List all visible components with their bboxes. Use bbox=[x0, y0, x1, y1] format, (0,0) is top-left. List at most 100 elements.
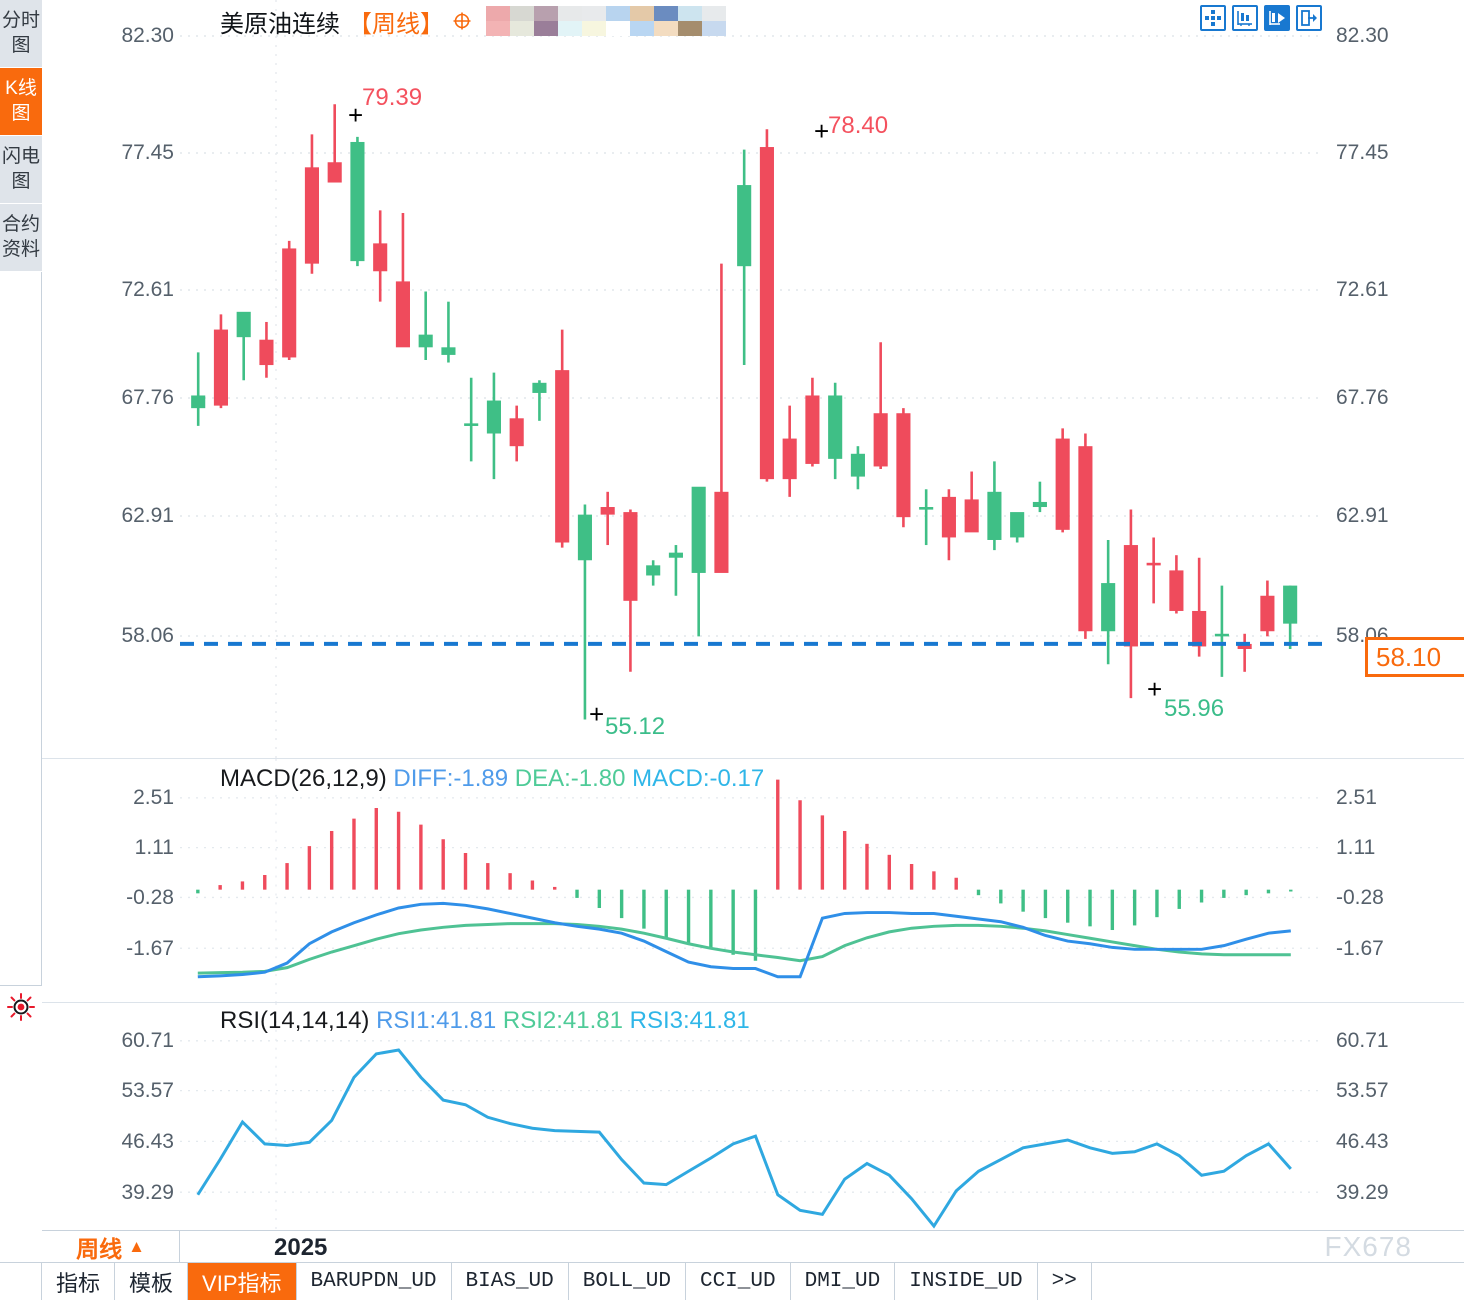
exit-icon[interactable] bbox=[1296, 5, 1322, 31]
high-marker-79-cross-icon: + bbox=[348, 100, 364, 130]
rsi-indicator-name: RSI(14,14,14) bbox=[220, 1007, 370, 1034]
masked-block bbox=[702, 6, 726, 36]
macd-axis-tick: -1.67 bbox=[126, 937, 174, 960]
sidebar-item-label: 分时图 bbox=[1, 10, 40, 56]
rsi-axis-tick: 53.57 bbox=[121, 1079, 174, 1102]
current-price-badge[interactable]: 58.10 bbox=[1365, 637, 1464, 677]
price-axis-tick: 72.61 bbox=[121, 278, 174, 301]
chart-header: 美原油连续 【周线】 bbox=[220, 6, 726, 38]
masked-block bbox=[582, 6, 606, 36]
price-axis-tick: 77.45 bbox=[121, 141, 174, 164]
price-axis-tick: 58.06 bbox=[121, 624, 174, 647]
price-axis-tick: 77.45 bbox=[1336, 141, 1389, 164]
macd-axis-tick: 2.51 bbox=[133, 786, 174, 809]
sidebar-item-lightning-chart[interactable]: 闪电图 bbox=[0, 136, 42, 204]
sidebar-item-label: 合约资料 bbox=[1, 214, 40, 260]
low-marker-55-12: 55.12 bbox=[605, 713, 666, 740]
rsi2-value: RSI2:41.81 bbox=[502, 1007, 623, 1034]
page-title: 美原油连续 bbox=[220, 10, 340, 38]
tabbar-filler bbox=[1092, 1263, 1464, 1300]
price-axis-tick: 62.91 bbox=[121, 504, 174, 527]
price-axis-tick: 72.61 bbox=[1336, 278, 1389, 301]
macd-axis-tick: -1.67 bbox=[1336, 937, 1384, 960]
high-marker-78-cross-icon: + bbox=[814, 116, 830, 146]
high-marker-79: 79.39 bbox=[362, 84, 423, 111]
macd-diff-value: DIFF:-1.89 bbox=[393, 765, 509, 792]
price-plot[interactable] bbox=[180, 0, 1322, 758]
chart-replay-icon[interactable] bbox=[1264, 5, 1290, 31]
macd-axis-tick: 2.51 bbox=[1336, 786, 1377, 809]
rsi-axis-tick: 46.43 bbox=[1336, 1130, 1389, 1153]
masked-block bbox=[510, 6, 534, 36]
period-label: 周线 bbox=[76, 1235, 123, 1262]
chart-scale-icon[interactable] bbox=[1232, 5, 1258, 31]
x-axis-year-label: 2025 bbox=[274, 1234, 328, 1261]
price-axis-tick: 62.91 bbox=[1336, 504, 1389, 527]
triangle-up-icon: ▲ bbox=[128, 1236, 145, 1256]
sidebar-item-candlestick-chart[interactable]: K线图 bbox=[0, 68, 42, 136]
macd-pane: MACD(26,12,9) DIFF:-1.89 DEA:-1.80 MACD:… bbox=[42, 758, 1464, 1002]
rsi-axis-tick: 60.71 bbox=[1336, 1029, 1389, 1052]
macd-axis-tick: -0.28 bbox=[126, 886, 174, 909]
tab-boll-ud[interactable]: BOLL_UD bbox=[569, 1263, 686, 1300]
low-marker-55-96-cross-icon: + bbox=[1147, 674, 1163, 704]
watermark: FX678 bbox=[1324, 1231, 1412, 1262]
macd-axis-right: 2.51 1.11 -0.28 -1.67 bbox=[1322, 759, 1464, 1002]
tab-templates[interactable]: 模板 bbox=[115, 1263, 189, 1300]
masked-block bbox=[630, 6, 654, 36]
x-axis-bar: 周线 ▲ 2025 FX678 bbox=[42, 1230, 1464, 1262]
price-axis-tick: 82.30 bbox=[121, 24, 174, 47]
masked-block bbox=[678, 6, 702, 36]
macd-axis-tick: 1.11 bbox=[134, 836, 174, 859]
sidebar-filler bbox=[0, 1027, 42, 1262]
tab-dmi-ud[interactable]: DMI_UD bbox=[791, 1263, 896, 1300]
macd-macd-value: MACD:-0.17 bbox=[632, 765, 765, 792]
period-selector[interactable]: 周线 ▲ bbox=[42, 1231, 180, 1262]
sidebar-item-label: K线图 bbox=[5, 78, 37, 124]
rsi-axis-right: 60.71 53.57 46.43 39.29 bbox=[1322, 1003, 1464, 1230]
low-marker-55-96: 55.96 bbox=[1164, 695, 1225, 722]
rsi-pane: RSI(14,14,14) RSI1:41.81 RSI2:41.81 RSI3… bbox=[42, 1002, 1464, 1230]
price-axis-left: 82.30 77.45 72.61 67.76 62.91 58.06 bbox=[42, 0, 180, 758]
tab-barupdn-ud[interactable]: BARUPDN_UD bbox=[297, 1263, 452, 1300]
rsi3-value: RSI3:41.81 bbox=[629, 1007, 750, 1034]
alert-sun-icon[interactable] bbox=[0, 985, 42, 1027]
sidebar-item-contract-info[interactable]: 合约资料 bbox=[0, 204, 42, 272]
rsi-legend: RSI(14,14,14) RSI1:41.81 RSI2:41.81 RSI3… bbox=[220, 1007, 750, 1035]
rsi-axis-tick: 60.71 bbox=[121, 1029, 174, 1052]
rsi-axis-tick: 39.29 bbox=[121, 1181, 174, 1204]
tabbar-left-pad bbox=[0, 1263, 42, 1300]
rsi-axis-left: 60.71 53.57 46.43 39.29 bbox=[42, 1003, 180, 1230]
tab-vip-indicators[interactable]: VIP指标 bbox=[188, 1263, 297, 1300]
price-pane: 美原油连续 【周线】 bbox=[42, 0, 1464, 758]
macd-axis-tick: -0.28 bbox=[1336, 886, 1384, 909]
high-marker-78: 78.40 bbox=[828, 112, 889, 139]
macd-indicator-name: MACD(26,12,9) bbox=[220, 765, 387, 792]
masked-overlay bbox=[486, 6, 726, 36]
macd-axis-tick: 1.11 bbox=[1336, 836, 1376, 859]
masked-block bbox=[558, 6, 582, 36]
rsi-axis-tick: 46.43 bbox=[121, 1130, 174, 1153]
sidebar-item-timeshare-chart[interactable]: 分时图 bbox=[0, 0, 42, 68]
price-axis-tick: 67.76 bbox=[1336, 386, 1389, 409]
tab-more[interactable]: >> bbox=[1038, 1263, 1092, 1300]
chart-column: 美原油连续 【周线】 bbox=[42, 0, 1464, 1262]
macd-dea-value: DEA:-1.80 bbox=[514, 765, 626, 792]
price-axis-tick: 82.30 bbox=[1336, 24, 1389, 47]
tab-inside-ud[interactable]: INSIDE_UD bbox=[895, 1263, 1038, 1300]
rsi-plot[interactable] bbox=[180, 1003, 1322, 1230]
tab-indicators[interactable]: 指标 bbox=[42, 1263, 116, 1300]
masked-block bbox=[606, 6, 630, 36]
masked-block bbox=[534, 6, 558, 36]
tab-cci-ud[interactable]: CCI_UD bbox=[686, 1263, 791, 1300]
bottom-tab-bar: 指标 模板 VIP指标 BARUPDN_UD BIAS_UD BOLL_UD CCI_UD D… bbox=[0, 1262, 1464, 1300]
macd-axis-left: 2.51 1.11 -0.28 -1.67 bbox=[42, 759, 180, 1002]
move-tool-icon[interactable] bbox=[1200, 5, 1226, 31]
timeframe-label: 【周线】 bbox=[348, 10, 444, 38]
crosshair-icon[interactable] bbox=[452, 11, 472, 31]
sidebar-item-label: 闪电图 bbox=[1, 146, 40, 192]
rsi1-value: RSI1:41.81 bbox=[376, 1007, 497, 1034]
tab-bias-ud[interactable]: BIAS_UD bbox=[452, 1263, 569, 1300]
masked-block bbox=[654, 6, 678, 36]
macd-plot[interactable] bbox=[180, 759, 1322, 1002]
